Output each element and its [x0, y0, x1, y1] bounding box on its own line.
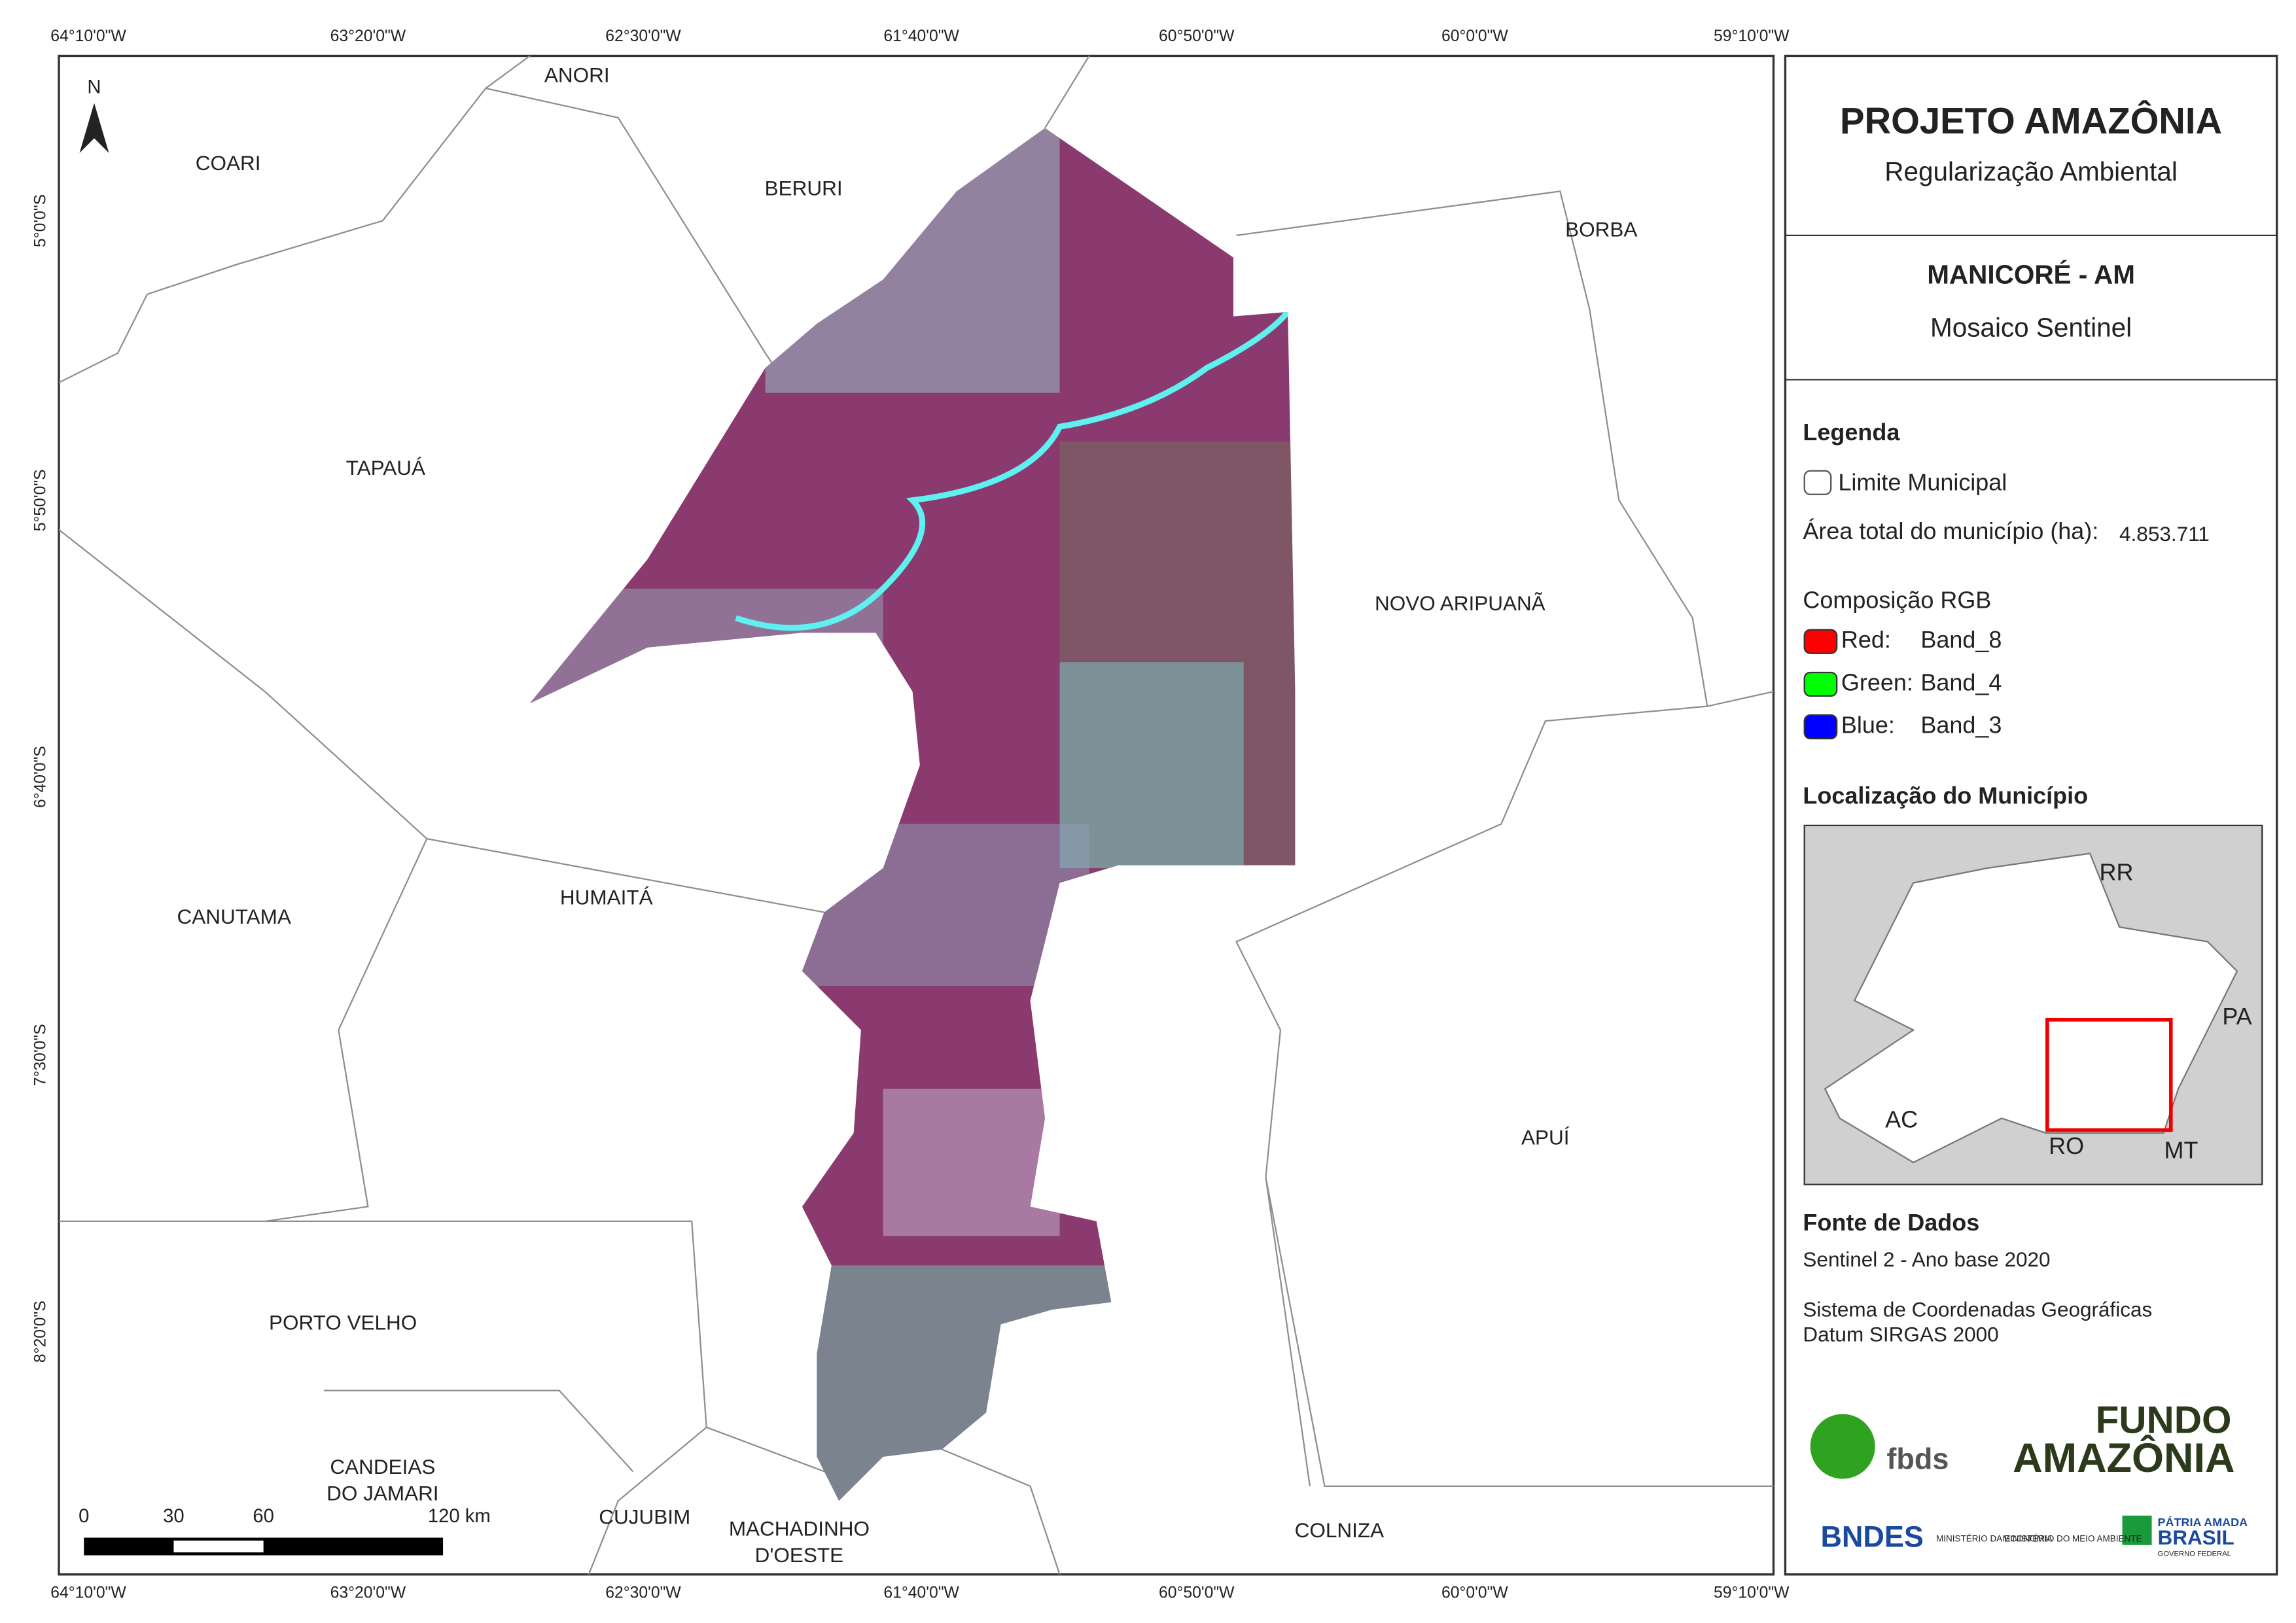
logo-text: PÁTRIA AMADA [2158, 1515, 2248, 1529]
latitude-label: 8°20'0"S [32, 1300, 50, 1363]
legend-title: Legenda [1803, 419, 1900, 445]
inset-label: RO [2049, 1132, 2084, 1159]
product: Mosaico Sentinel [1930, 313, 2132, 343]
place-name: BORBA [1565, 217, 1637, 241]
band-swatch [1803, 629, 1838, 654]
scale-label: 30 [163, 1506, 185, 1527]
place-name: COARI [196, 151, 261, 175]
source-text: Sentinel 2 - Ano base 2020 [1803, 1248, 2050, 1271]
sources-title: Fonte de Dados [1803, 1209, 1979, 1236]
boundaries [58, 55, 1774, 1575]
band-swatch [1803, 714, 1838, 740]
inset-label: PA [2222, 1003, 2252, 1030]
side-panel [1784, 54, 2278, 1576]
place-name: BERURI [765, 176, 843, 200]
scale-label: 60 [253, 1506, 274, 1527]
band-name: Band_3 [1920, 712, 2002, 739]
latitude-label: 6°40'0"S [32, 746, 50, 808]
longitude-label: 64°10'0"W [50, 27, 126, 45]
place-name: CUJUBIM [599, 1505, 690, 1529]
latitude-label: 5°0'0"S [32, 194, 50, 247]
scale-bar [84, 1537, 444, 1556]
longitude-label: 60°50'0"W [1159, 1584, 1235, 1602]
scale-label: 0 [79, 1506, 89, 1527]
latitude-label: 7°30'0"S [32, 1024, 50, 1086]
area-value: 4.853.711 [2119, 522, 2210, 546]
panel-subtitle: Regularização Ambiental [1884, 156, 2178, 186]
place-name: TAPAUÁ [346, 456, 425, 480]
rgb-title: Composição RGB [1803, 586, 1991, 613]
place-name: D'OESTE [755, 1543, 843, 1567]
inset-map [1803, 824, 2263, 1185]
scale-label: 120 km [428, 1506, 491, 1527]
place-name: NOVO ARIPUANÃ [1375, 591, 1545, 615]
location-title: Localização do Município [1803, 782, 2088, 809]
north-label: N [87, 77, 101, 98]
place-name: MACHADINHO [729, 1517, 870, 1541]
band-channel: Blue: [1841, 712, 1895, 739]
longitude-label: 63°20'0"W [330, 1584, 406, 1602]
latitude-label: 5°50'0"S [32, 469, 50, 531]
band-channel: Green: [1841, 669, 1913, 695]
place-name: ANORI [544, 63, 610, 86]
longitude-label: 59°10'0"W [1714, 1584, 1790, 1602]
logo-text: GOVERNO FEDERAL [2158, 1550, 2231, 1558]
band-name: Band_4 [1920, 669, 2002, 695]
logo-text: fbds [1886, 1442, 1949, 1475]
band-swatch [1803, 671, 1838, 697]
place-name: DO JAMARI [327, 1482, 438, 1505]
band-name: Band_8 [1920, 626, 2002, 653]
inset-label: RR [2100, 859, 2134, 886]
fbds-logo [1810, 1414, 1875, 1479]
longitude-label: 59°10'0"W [1714, 27, 1790, 45]
longitude-label: 62°30'0"W [605, 27, 681, 45]
inset-label: AC [1885, 1106, 1918, 1132]
longitude-label: 62°30'0"W [605, 1584, 681, 1602]
boundary-swatch [1803, 470, 1832, 495]
logo-text: BNDES [1820, 1520, 1923, 1554]
brasil-logo [2122, 1515, 2152, 1545]
logo-text: FUNDO [2096, 1399, 2232, 1442]
longitude-label: 61°40'0"W [883, 27, 959, 45]
longitude-label: 60°0'0"W [1441, 1584, 1508, 1602]
longitude-label: 60°0'0"W [1441, 27, 1508, 45]
panel-title: PROJETO AMAZÔNIA [1840, 100, 2222, 141]
place-name: APUÍ [1521, 1125, 1570, 1149]
logo-text: MINISTÉRIO DA ECONOMIA [1936, 1533, 2053, 1543]
place-name: CANDEIAS [330, 1455, 435, 1478]
source-text: Sistema de Coordenadas Geográficas [1803, 1297, 2152, 1321]
longitude-label: 64°10'0"W [50, 1584, 126, 1602]
inset-label: MT [2164, 1137, 2199, 1164]
legend-item: Limite Municipal [1838, 469, 2007, 496]
north-arrow [79, 103, 109, 153]
longitude-label: 61°40'0"W [883, 1584, 959, 1602]
place-name: COLNIZA [1295, 1518, 1384, 1542]
band-channel: Red: [1841, 626, 1891, 653]
source-text: Datum SIRGAS 2000 [1803, 1323, 1998, 1346]
area-label: Área total do município (ha): [1803, 517, 2098, 544]
logo-text: MINISTÉRIO DO MEIO AMBIENTE [2003, 1533, 2142, 1543]
municipality: MANICORÉ - AM [1927, 260, 2135, 290]
place-name: CANUTAMA [177, 905, 291, 928]
longitude-label: 63°20'0"W [330, 27, 406, 45]
longitude-label: 60°50'0"W [1159, 27, 1235, 45]
panel-dividers [1785, 234, 2277, 381]
logo-text: AMAZÔNIA [2013, 1435, 2234, 1481]
place-name: PORTO VELHO [269, 1311, 417, 1335]
logo-text: BRASIL [2158, 1526, 2234, 1549]
place-name: HUMAITÁ [560, 886, 653, 909]
